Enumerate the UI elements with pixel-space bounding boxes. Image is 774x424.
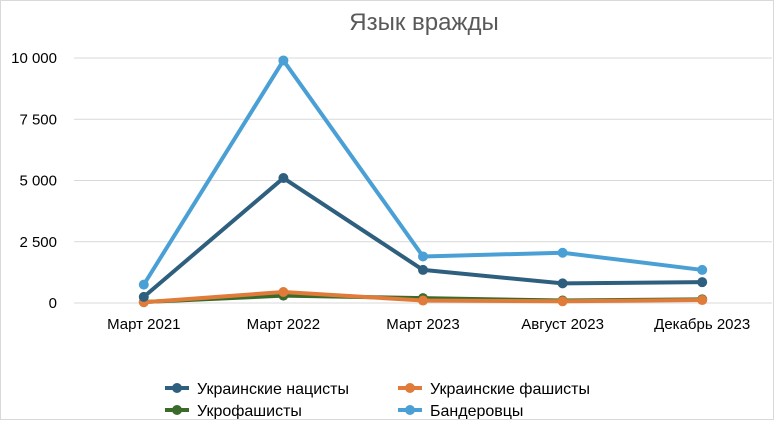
data-point	[278, 55, 289, 66]
series-lines	[138, 55, 708, 308]
data-point	[557, 278, 568, 289]
data-point	[278, 173, 289, 184]
y-tick-label: 5 000	[19, 173, 57, 190]
y-tick-label: 2 500	[19, 234, 57, 251]
x-axis-ticks: Март 2021 Март 2022 Март 2023 Август 2023 Де…	[107, 316, 750, 333]
legend-swatch-marker	[172, 405, 182, 415]
data-point	[557, 247, 568, 258]
data-point	[418, 264, 428, 275]
legend-item: Украинские нацисты	[165, 381, 349, 398]
legend-swatch-marker	[405, 405, 415, 415]
data-point	[697, 277, 708, 288]
series-line	[141, 176, 705, 299]
series-3	[138, 55, 708, 290]
legend-label: Украинские фашисты	[430, 381, 590, 398]
data-point	[138, 279, 149, 290]
gridlines	[74, 57, 772, 304]
data-point	[418, 295, 428, 306]
x-tick-label: Март 2021	[107, 316, 180, 333]
series-0	[138, 173, 708, 302]
legend-swatch-marker	[172, 383, 182, 393]
x-tick-label: Март 2022	[247, 316, 320, 333]
data-point	[278, 286, 289, 297]
series-line	[141, 58, 705, 287]
legend-item: Украинские фашисты	[398, 381, 590, 398]
data-point	[557, 296, 568, 307]
x-tick-label: Август 2023	[521, 316, 604, 333]
legend-label: Бандеровцы	[430, 403, 523, 419]
legend-item: Укрофашисты	[165, 403, 302, 420]
data-point	[418, 251, 428, 262]
legend: Украинские нацисты Украинские фашисты Укро…	[165, 381, 590, 420]
y-tick-label: 7 500	[19, 111, 57, 128]
legend-label: Укрофашисты	[197, 403, 302, 419]
y-tick-label: 0	[49, 295, 57, 312]
chart-title: Язык вражды	[349, 9, 499, 36]
legend-label: Украинские нацисты	[197, 381, 349, 398]
x-tick-label: Март 2023	[386, 316, 459, 333]
legend-swatch-marker	[405, 383, 415, 393]
x-tick-label: Декабрь 2023	[654, 316, 750, 333]
series-1	[138, 286, 708, 308]
data-point	[138, 291, 149, 302]
data-point	[697, 295, 708, 306]
y-tick-label: 10 000	[11, 50, 57, 67]
data-point	[697, 264, 708, 275]
legend-item: Бандеровцы	[398, 403, 523, 420]
y-axis-ticks: 0 2 500 5 000 7 500 10 000	[11, 50, 57, 312]
